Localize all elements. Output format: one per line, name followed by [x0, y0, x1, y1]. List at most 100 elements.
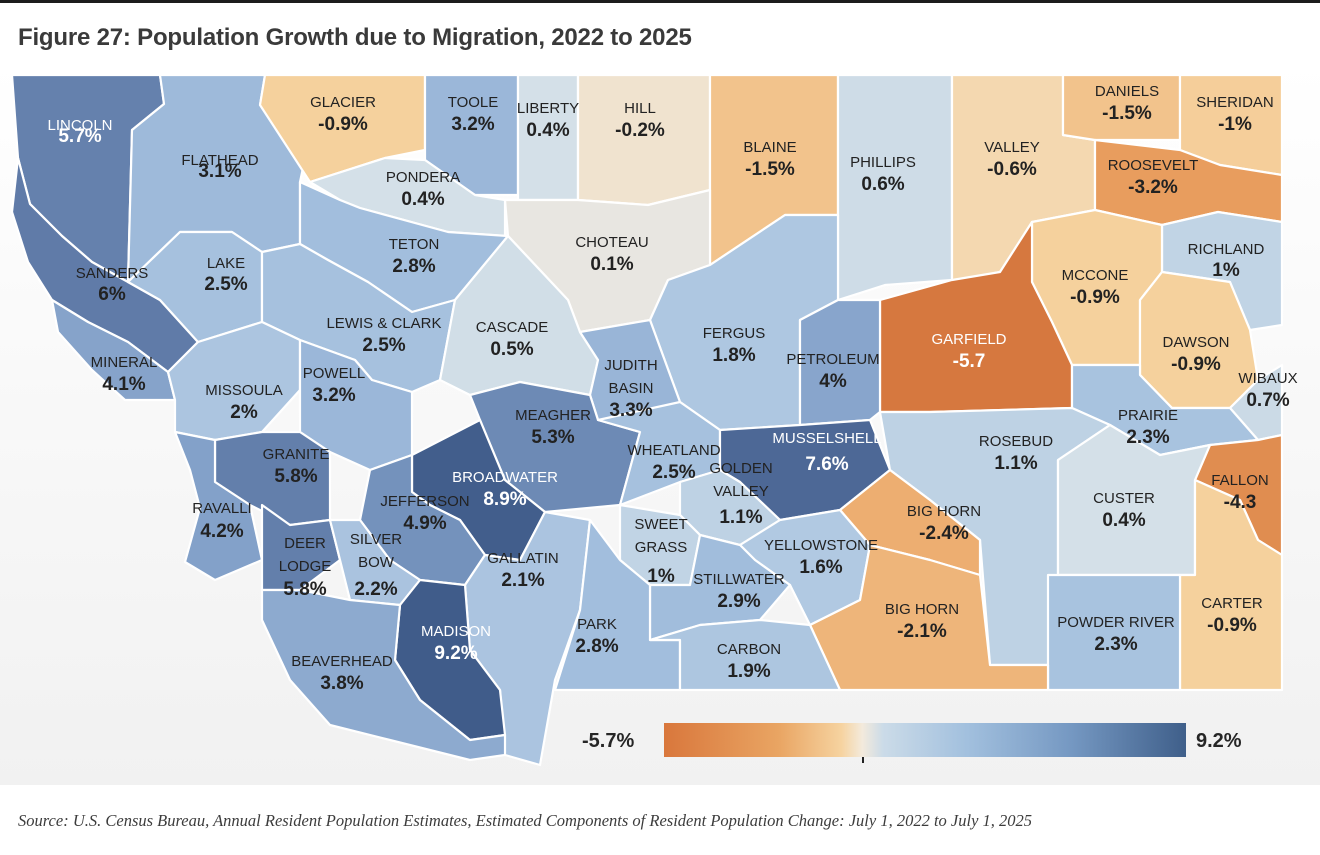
county-value: -0.9% [318, 114, 368, 135]
county-name: MCCONE [1062, 267, 1129, 284]
county-name: FERGUS [703, 325, 766, 342]
county-value: -5.7 [953, 351, 986, 372]
county-name: MADISON [421, 623, 491, 640]
county-value: 3.3% [609, 400, 652, 421]
county-name: BOW [358, 554, 395, 571]
county-name: BEAVERHEAD [291, 653, 393, 670]
county-value: 0.1% [590, 254, 633, 275]
county-label-deer-lodge: DEER LODGE 5.8% [279, 535, 332, 600]
legend-max-label: 9.2% [1196, 730, 1242, 752]
county-name: LIBERTY [517, 100, 579, 117]
county-name: GARFIELD [931, 331, 1006, 348]
county-name: FLATHEAD [181, 152, 258, 169]
county-value: -3.2% [1128, 177, 1178, 198]
county-value: -0.9% [1207, 615, 1257, 636]
county-name: MISSOULA [205, 382, 283, 399]
legend-color-bar [664, 723, 1186, 757]
county-label-broadwater: BROADWATER 8.9% [452, 469, 558, 510]
county-name: BLAINE [743, 139, 796, 156]
county-missoula [166, 320, 302, 442]
county-name: YELLOWSTONE [764, 537, 878, 554]
source-note: Source: U.S. Census Bureau, Annual Resid… [18, 811, 1033, 830]
county-label-glacier: GLACIER -0.9% [310, 94, 376, 135]
county-name: BIG HORN [885, 601, 959, 618]
county-label-wheatland: WHEATLAND 2.5% [627, 442, 720, 483]
county-name: BIG HORN [907, 503, 981, 520]
county-value: 3.8% [320, 673, 363, 694]
county-value: 2% [230, 402, 258, 423]
county-value: -2.1% [897, 621, 947, 642]
county-label-judith-basin: JUDITH BASIN 3.3% [604, 357, 657, 421]
county-label-prairie: PRAIRIE 2.3% [1118, 407, 1178, 448]
county-label-dawson: DAWSON -0.9% [1163, 334, 1230, 375]
county-name: GOLDEN [709, 460, 772, 477]
county-carbon [648, 618, 842, 692]
county-name: PARK [577, 616, 617, 633]
county-name: TETON [389, 236, 440, 253]
county-value: 1% [647, 566, 675, 587]
county-name: ROOSEVELT [1108, 157, 1199, 174]
county-name: CHOTEAU [575, 234, 648, 251]
county-label-richland: RICHLAND 1% [1188, 241, 1265, 281]
county-name: PONDERA [386, 169, 460, 186]
county-label-stillwater: STILLWATER 2.9% [693, 571, 785, 612]
county-value: -0.2% [615, 120, 665, 141]
county-label-hill: HILL -0.2% [615, 100, 665, 141]
county-label-sweet-grass: SWEET GRASS 1% [634, 516, 687, 587]
county-value: 2.5% [652, 462, 695, 483]
county-label-musselshell: MUSSELSHELL 7.6% [772, 430, 881, 475]
county-value: 4.2% [200, 521, 243, 542]
county-shape-toole [423, 73, 520, 197]
county-value: -0.9% [1171, 354, 1221, 375]
county-shape-deer-lodge [260, 503, 342, 592]
county-shape-missoula [166, 320, 302, 442]
county-value: 4.9% [403, 513, 446, 534]
county-name: FALLON [1211, 472, 1269, 489]
county-value: 3.2% [451, 114, 494, 135]
county-value: 1.9% [727, 661, 770, 682]
county-label-big-horn-51: BIG HORN -2.1% [885, 601, 959, 642]
county-value: 0.4% [1102, 510, 1145, 531]
county-value: 6% [98, 284, 126, 305]
county-value: 2.5% [204, 274, 247, 295]
county-value: 8.9% [483, 489, 526, 510]
county-label-valley: VALLEY -0.6% [984, 139, 1040, 180]
county-name: LINCOLN [47, 117, 112, 134]
county-value: 5.8% [283, 579, 326, 600]
county-carter [1178, 478, 1284, 692]
county-value: -1.5% [1102, 103, 1152, 124]
county-value: 1.1% [994, 453, 1037, 474]
county-name: TOOLE [448, 94, 499, 111]
county-shape-ravalli [173, 430, 264, 582]
county-name: RICHLAND [1188, 241, 1265, 258]
county-toole [423, 73, 520, 197]
county-name: PETROLEUM [786, 351, 879, 368]
county-name: LEWIS & CLARK [326, 315, 441, 332]
county-value: 1.1% [719, 507, 762, 528]
county-shape-beaverhead [260, 588, 507, 762]
county-shape-powder-river [1046, 573, 1182, 692]
county-value: -4.3 [1224, 492, 1257, 513]
county-label-golden-valley: GOLDEN VALLEY 1.1% [709, 460, 772, 528]
county-label-beaverhead: BEAVERHEAD 3.8% [291, 653, 393, 694]
county-label-blaine: BLAINE -1.5% [743, 139, 796, 180]
county-name: JEFFERSON [380, 493, 469, 510]
county-label-lake: LAKE 2.5% [204, 255, 247, 295]
county-value: 1.8% [712, 345, 755, 366]
county-name: BROADWATER [452, 469, 558, 486]
county-name: SANDERS [76, 265, 149, 282]
county-name: GALLATIN [487, 550, 558, 567]
county-label-custer: CUSTER 0.4% [1093, 490, 1155, 531]
figure-title: Figure 27: Population Growth due to Migr… [18, 24, 692, 51]
county-value: 2.8% [392, 256, 435, 277]
county-label-ravalli: RAVALLI 4.2% [192, 500, 251, 542]
county-name: GRANITE [263, 446, 330, 463]
county-value: 4.1% [102, 374, 145, 395]
county-label-phillips: PHILLIPS 0.6% [850, 154, 916, 195]
county-beaverhead [260, 588, 507, 762]
county-name: RAVALLI [192, 500, 251, 517]
